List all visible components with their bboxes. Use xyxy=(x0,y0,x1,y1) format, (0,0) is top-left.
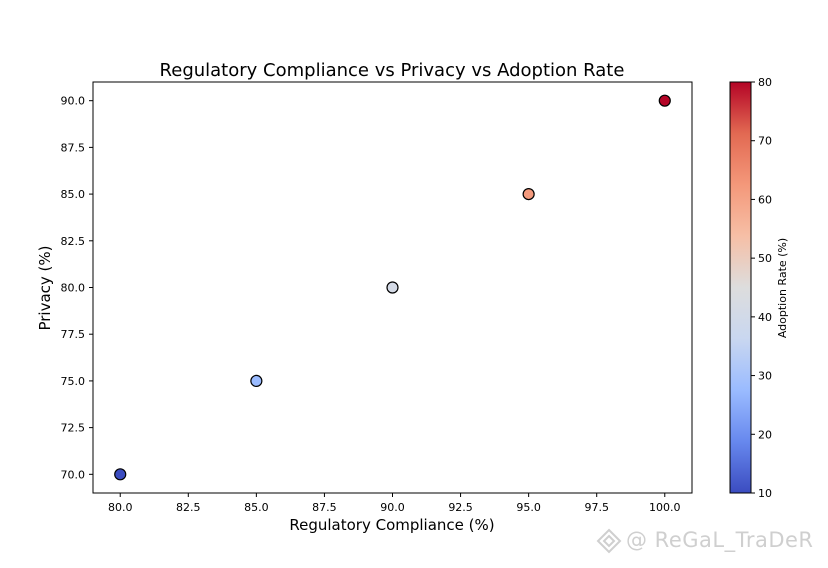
y-tick-label: 90.0 xyxy=(61,95,86,108)
x-tick-label: 80.0 xyxy=(108,501,133,514)
colorbar-tick-label: 40 xyxy=(758,311,772,324)
colorbar: 10 20 30 40 50 60 70 80 xyxy=(729,76,772,500)
data-point xyxy=(250,374,263,388)
y-axis: 70.0 72.5 75.0 77.5 80.0 82.5 85.0 87.5 90.0 xyxy=(61,95,93,481)
x-tick-label: 90.0 xyxy=(380,501,405,514)
x-tick-label: 97.5 xyxy=(584,501,609,514)
watermark-logo-icon xyxy=(596,528,622,554)
colorbar-tick-label: 60 xyxy=(758,193,772,206)
data-point xyxy=(658,94,671,107)
colorbar-gradient xyxy=(729,81,752,494)
y-tick-label: 82.5 xyxy=(61,235,86,248)
x-tick-label: 100.0 xyxy=(649,501,681,514)
y-tick-label: 70.0 xyxy=(61,468,86,481)
colorbar-tick-label: 80 xyxy=(758,76,772,89)
y-tick-label: 72.5 xyxy=(61,422,86,435)
y-tick-label: 77.5 xyxy=(61,328,86,341)
y-tick-label: 87.5 xyxy=(61,141,86,154)
x-tick-label: 87.5 xyxy=(312,501,337,514)
colorbar-tick-label: 50 xyxy=(758,252,772,265)
y-axis-label: Privacy (%) xyxy=(36,245,54,330)
colorbar-tick-label: 10 xyxy=(758,487,772,500)
x-tick-label: 95.0 xyxy=(516,501,541,514)
x-tick-label: 85.0 xyxy=(244,501,269,514)
watermark-text: @ ReGaL_TraDeR xyxy=(626,528,814,552)
data-points xyxy=(114,94,671,481)
colorbar-tick-label: 20 xyxy=(758,428,772,441)
colorbar-tick-label: 70 xyxy=(758,135,772,148)
x-tick-label: 82.5 xyxy=(176,501,201,514)
chart-title: Regulatory Compliance vs Privacy vs Adop… xyxy=(160,60,625,81)
y-tick-label: 85.0 xyxy=(61,188,86,201)
x-axis-label: Regulatory Compliance (%) xyxy=(289,516,494,534)
y-tick-label: 80.0 xyxy=(61,282,86,295)
watermark: @ ReGaL_TraDeR xyxy=(596,528,814,554)
x-axis: 80.0 82.5 85.0 87.5 90.0 92.5 95.0 97.5 100.0 xyxy=(108,493,681,514)
colorbar-label: Adoption Rate (%) xyxy=(776,238,789,338)
data-point xyxy=(114,468,127,481)
colorbar-tick-label: 30 xyxy=(758,370,772,383)
data-point xyxy=(522,187,535,201)
y-tick-label: 75.0 xyxy=(61,375,86,388)
data-point xyxy=(386,281,399,294)
x-tick-label: 92.5 xyxy=(448,501,473,514)
